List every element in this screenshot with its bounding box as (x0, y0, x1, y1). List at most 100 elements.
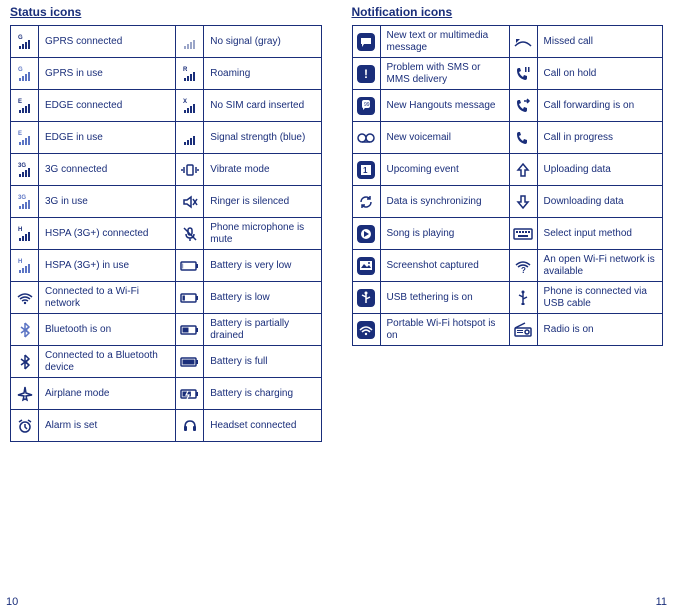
mic-mute-icon (176, 218, 204, 250)
mic-mute-label: Phone microphone is mute (204, 218, 321, 250)
airplane-mode-icon (11, 378, 39, 410)
battery-full-icon (176, 346, 204, 378)
bluetooth-connected-label: Connected to a Bluetooth device (39, 346, 176, 378)
svg-text:!: ! (364, 67, 368, 81)
airplane-mode-label: Airplane mode (39, 378, 176, 410)
headset-connected-label: Headset connected (204, 410, 321, 442)
battery-low-icon (176, 282, 204, 314)
wifi-hotspot-label: Portable Wi-Fi hotspot is on (380, 314, 509, 346)
edge-in-use-label: EDGE in use (39, 122, 176, 154)
svg-text:3G: 3G (18, 163, 26, 169)
table-row: Portable Wi-Fi hotspot is on Radio is on (352, 314, 663, 346)
voicemail-icon (352, 122, 380, 154)
table-row: New voicemail Call in progress (352, 122, 663, 154)
ringer-silenced-icon (176, 186, 204, 218)
3g-connected-label: 3G connected (39, 154, 176, 186)
wifi-connected-icon (11, 282, 39, 314)
table-row: New text or multimedia message Missed ca… (352, 26, 663, 58)
svg-text:E: E (18, 131, 22, 137)
edge-connected-icon: E (11, 90, 39, 122)
select-input-icon (509, 218, 537, 250)
page-number-right: 11 (656, 596, 667, 608)
alarm-set-icon (11, 410, 39, 442)
vibrate-mode-label: Vibrate mode (204, 154, 321, 186)
bluetooth-on-icon (11, 314, 39, 346)
table-row: 3G 3G connected Vibrate mode (11, 154, 322, 186)
new-mms-label: New text or multimedia message (380, 26, 509, 58)
missed-call-icon (509, 26, 537, 58)
call-hold-label: Call on hold (537, 58, 662, 90)
usb-cable-label: Phone is connected via USB cable (537, 282, 662, 314)
uploading-label: Uploading data (537, 154, 662, 186)
bluetooth-on-label: Bluetooth is on (39, 314, 176, 346)
hangouts-label: New Hangouts message (380, 90, 509, 122)
radio-on-label: Radio is on (537, 314, 662, 346)
signal-strength-label: Signal strength (blue) (204, 122, 321, 154)
edge-connected-label: EDGE connected (39, 90, 176, 122)
battery-very-low-label: Battery is very low (204, 250, 321, 282)
table-row: ! Problem with SMS or MMS delivery Call … (352, 58, 663, 90)
table-row: E EDGE connected X No SIM card inserted (11, 90, 322, 122)
no-signal-icon (176, 26, 204, 58)
table-row: Data is synchronizing Downloading data (352, 186, 663, 218)
svg-text:1: 1 (363, 166, 368, 175)
svg-text:R: R (183, 67, 188, 73)
svg-text:3G: 3G (18, 195, 26, 201)
table-row: H HSPA (3G+) connected Phone microphone … (11, 218, 322, 250)
status-icons-table: G GPRS connected No signal (gray) G GPRS… (10, 25, 322, 442)
data-sync-label: Data is synchronizing (380, 186, 509, 218)
battery-charging-icon (176, 378, 204, 410)
missed-call-label: Missed call (537, 26, 662, 58)
voicemail-label: New voicemail (380, 122, 509, 154)
svg-text:?: ? (521, 266, 526, 275)
svg-text:H: H (18, 259, 22, 265)
3g-in-use-icon: 3G (11, 186, 39, 218)
song-playing-label: Song is playing (380, 218, 509, 250)
battery-low-label: Battery is low (204, 282, 321, 314)
table-row: 1 Upcoming event Uploading data (352, 154, 663, 186)
notification-icons-title: Notification icons (352, 5, 664, 19)
table-row: G GPRS in use R Roaming (11, 58, 322, 90)
table-row: E EDGE in use Signal strength (blue) (11, 122, 322, 154)
select-input-label: Select input method (537, 218, 662, 250)
gprs-in-use-icon: G (11, 58, 39, 90)
usb-tethering-icon (352, 282, 380, 314)
alarm-set-label: Alarm is set (39, 410, 176, 442)
edge-in-use-icon: E (11, 122, 39, 154)
hspa-connected-label: HSPA (3G+) connected (39, 218, 176, 250)
vibrate-mode-icon (176, 154, 204, 186)
table-row: Airplane mode Battery is charging (11, 378, 322, 410)
svg-text:H: H (18, 227, 22, 233)
table-row: Connected to a Wi-Fi network Battery is … (11, 282, 322, 314)
no-sim-icon: X (176, 90, 204, 122)
table-row: 3G 3G in use Ringer is silenced (11, 186, 322, 218)
headset-connected-icon (176, 410, 204, 442)
page-number-left: 10 (6, 596, 18, 608)
battery-very-low-icon (176, 250, 204, 282)
svg-text:G: G (18, 35, 23, 41)
call-hold-icon (509, 58, 537, 90)
wifi-open-icon: ? (509, 250, 537, 282)
wifi-open-label: An open Wi-Fi network is available (537, 250, 662, 282)
no-sim-label: No SIM card inserted (204, 90, 321, 122)
svg-text:X: X (183, 99, 187, 105)
status-icons-title: Status icons (10, 5, 322, 19)
upcoming-event-label: Upcoming event (380, 154, 509, 186)
table-row: Alarm is set Headset connected (11, 410, 322, 442)
hspa-in-use-label: HSPA (3G+) in use (39, 250, 176, 282)
battery-partial-icon (176, 314, 204, 346)
notification-icons-table: New text or multimedia message Missed ca… (352, 25, 664, 346)
call-forwarding-icon (509, 90, 537, 122)
screenshot-icon (352, 250, 380, 282)
table-row: Screenshot captured ? An open Wi-Fi netw… (352, 250, 663, 282)
downloading-label: Downloading data (537, 186, 662, 218)
no-signal-label: No signal (gray) (204, 26, 321, 58)
upcoming-event-icon: 1 (352, 154, 380, 186)
roaming-label: Roaming (204, 58, 321, 90)
data-sync-icon (352, 186, 380, 218)
wifi-hotspot-icon (352, 314, 380, 346)
gprs-in-use-label: GPRS in use (39, 58, 176, 90)
table-row: USB tethering is on Phone is connected v… (352, 282, 663, 314)
battery-charging-label: Battery is charging (204, 378, 321, 410)
roaming-icon: R (176, 58, 204, 90)
